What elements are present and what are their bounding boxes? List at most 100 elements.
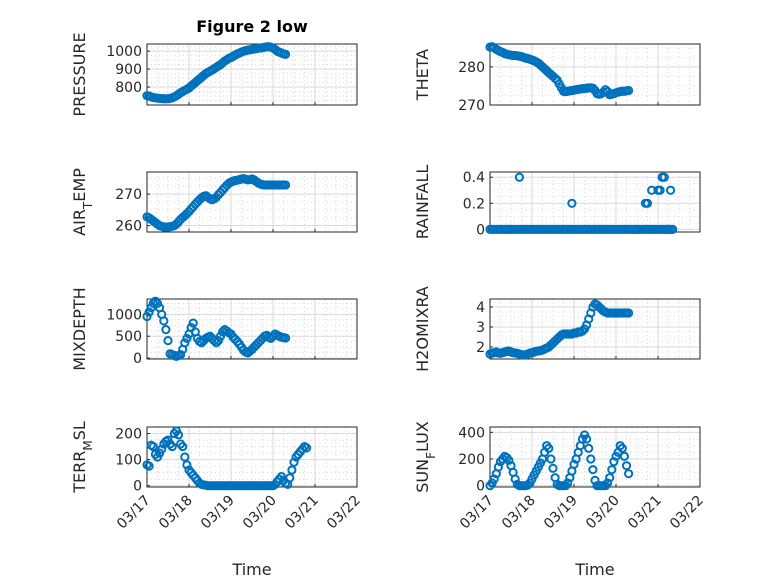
x-tick-label: 03/19: [198, 493, 238, 533]
subplot-terr_msl: 0 100 200 TERRMSL 03/17 03/18 03/19 03/20 03/21 0…: [70, 421, 364, 532]
data-point: [302, 443, 312, 453]
data-point: [146, 303, 156, 313]
data-point: [180, 452, 190, 462]
data-point: [182, 460, 192, 470]
y-tick-label: 1000: [106, 307, 142, 323]
data-point: [544, 443, 554, 453]
data-point: [161, 325, 171, 335]
data-point: [215, 331, 226, 341]
data-point: [148, 298, 158, 308]
subplot-sun_flux: 0 200 400 SUNFLUX 03/17 03/18 03/19 03/20 03/21 0…: [413, 421, 707, 532]
data-point: [289, 457, 299, 467]
data-point: [167, 441, 177, 452]
data-point: [588, 465, 598, 475]
data-point: [550, 73, 560, 83]
data-point: [659, 172, 669, 182]
data-point: [624, 85, 634, 96]
x-tick-label: 03/18: [156, 493, 196, 533]
y-tick-label: 400: [458, 425, 485, 441]
data-point: [188, 318, 198, 328]
y-tick-label: 0.2: [463, 196, 485, 212]
y-tick-label: 260: [115, 219, 142, 235]
data-point: [642, 198, 653, 208]
data-point: [624, 308, 634, 318]
y-tick-label: 2: [476, 340, 485, 356]
data-point: [176, 350, 186, 360]
subplot-air_temp: 260 270 AIRTEMP: [70, 168, 358, 236]
data-point: [285, 473, 295, 483]
x-tick-label: 03/18: [499, 493, 539, 533]
y-axis-label-rainfall: RAINFALL: [413, 165, 432, 240]
data-point: [514, 172, 525, 182]
data-point: [605, 473, 615, 483]
figure-title: Figure 2 low: [196, 17, 308, 36]
data-point: [584, 443, 594, 453]
data-point: [577, 326, 588, 336]
data-point: [150, 296, 160, 306]
data-point: [645, 224, 655, 234]
data-point: [582, 434, 592, 444]
y-tick-label: 800: [115, 80, 142, 96]
data-point: [504, 455, 514, 465]
data-point: [666, 185, 676, 195]
data-point: [563, 478, 573, 488]
data-point: [609, 457, 619, 467]
data-point: [619, 451, 630, 461]
axes-frame-air_temp: [146, 171, 358, 233]
x-tick-label: 03/22: [324, 493, 364, 533]
data-point: [603, 478, 613, 488]
data-point: [624, 469, 634, 479]
axes-frame-h2omixra: [489, 298, 701, 360]
axes-frame-pressure: [146, 43, 358, 106]
subplot-h2omixra: 2 3 4 H2OMIXRA: [413, 286, 701, 372]
data-point: [546, 454, 556, 464]
data-point: [548, 463, 558, 473]
subplot-rainfall: 0 0.2 0.4 RAINFALL: [413, 165, 701, 240]
y-axis-label-h2omixra: H2OMIXRA: [413, 286, 432, 372]
data-point: [211, 338, 221, 348]
x-tick-label: 03/22: [667, 493, 707, 533]
data-point: [567, 198, 577, 208]
data-point: [182, 333, 192, 344]
data-point: [523, 480, 533, 490]
data-point: [281, 180, 291, 190]
data-point: [510, 474, 520, 484]
y-axis-label-terr_msl: TERRMSL: [70, 421, 95, 494]
data-point: [617, 443, 627, 453]
y-tick-label: 270: [115, 187, 142, 203]
data-point: [655, 185, 665, 195]
y-tick-label: 0: [476, 479, 485, 495]
data-point: [569, 459, 579, 469]
y-tick-label: 200: [115, 427, 142, 443]
x-tick-label: 03/17: [114, 493, 154, 533]
y-tick-label: 0.4: [463, 170, 485, 186]
y-axis-label-air_temp: AIRTEMP: [70, 168, 95, 236]
y-tick-label: 0: [133, 351, 142, 367]
y-tick-label: 1000: [106, 44, 142, 60]
data-point: [159, 316, 169, 326]
x-tick-label: 03/21: [625, 493, 665, 533]
data-point: [287, 465, 297, 475]
x-tick-label: 03/21: [282, 493, 322, 533]
data-point: [621, 461, 632, 471]
x-axis-label-left: Time: [231, 560, 271, 579]
y-tick-label: 280: [458, 60, 485, 76]
y-tick-label: 270: [458, 98, 485, 114]
data-point: [663, 224, 674, 234]
y-tick-label: 100: [115, 453, 142, 469]
data-point: [142, 311, 152, 322]
subplot-theta: 270 280 THETA: [413, 42, 701, 114]
subplot-pressure: 800 900 1000 PRESSURE: [70, 32, 358, 117]
data-point: [607, 465, 617, 475]
data-point: [157, 444, 167, 454]
axes-frame-mixdepth: [146, 298, 358, 360]
y-tick-label: 900: [115, 62, 142, 78]
y-axis-label-sun_flux: SUNFLUX: [413, 421, 438, 493]
y-tick-label: 0: [476, 222, 485, 238]
data-point: [281, 333, 291, 343]
subplot-mixdepth: 0 500 1000 MIXDEPTH: [70, 287, 358, 371]
y-tick-label: 0: [133, 479, 142, 495]
y-tick-label: 200: [458, 452, 485, 468]
